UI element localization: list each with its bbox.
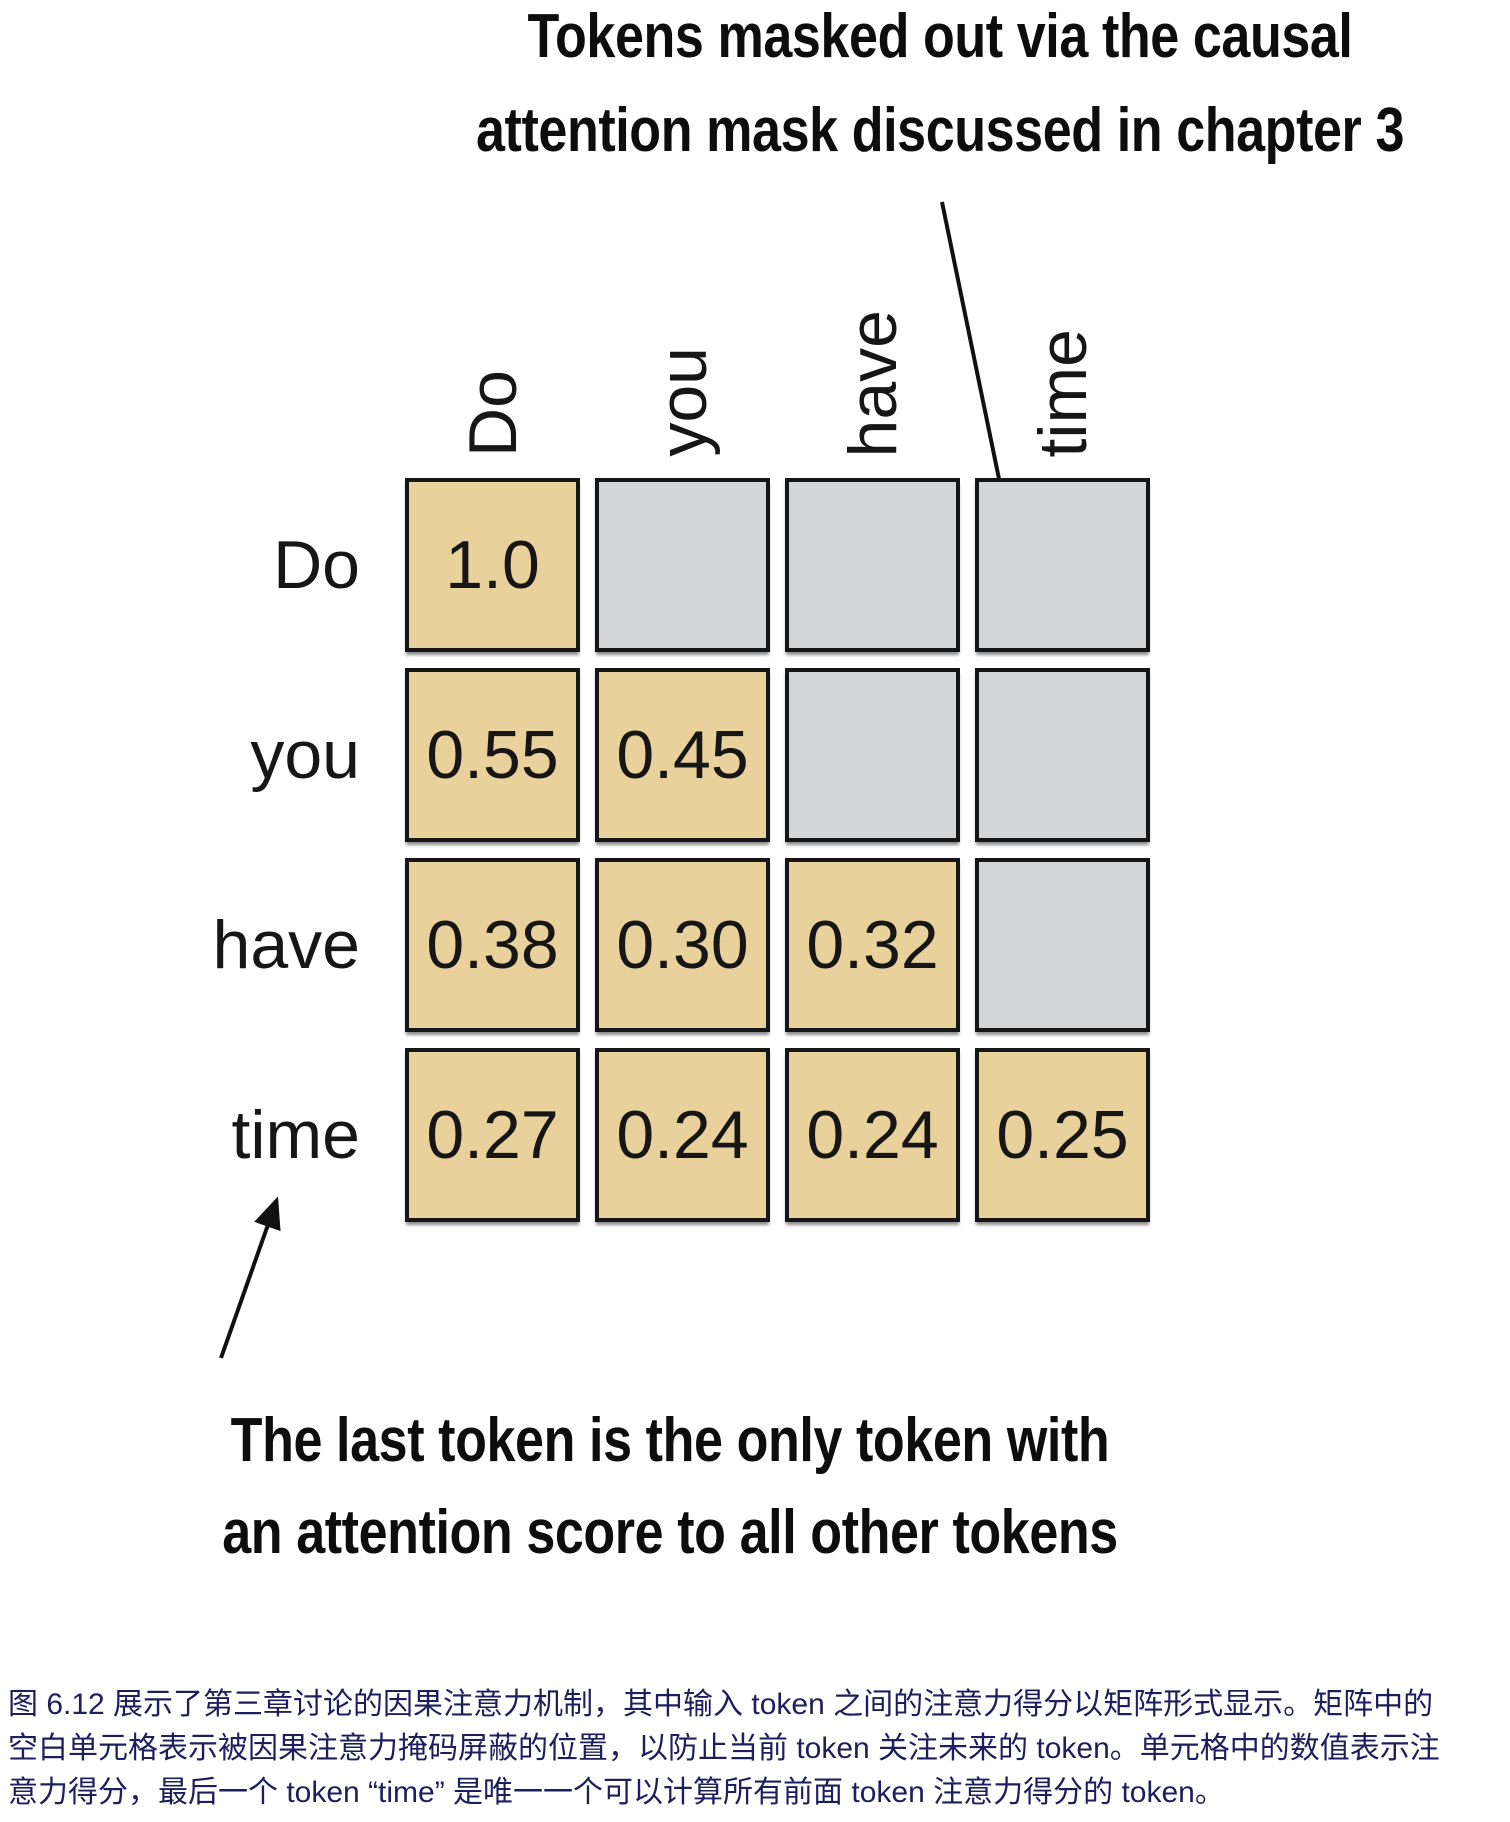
column-header-you: you [644,347,721,457]
row-label-do: Do [273,527,360,603]
bottom-annotation-line: The last token is the only token with [230,1406,1110,1475]
matrix-cell: 0.38 [405,858,580,1032]
matrix-cell-masked [785,668,960,842]
matrix-cell: 0.27 [405,1048,580,1222]
figure-caption: 图 6.12 展示了第三章讨论的因果注意力机制，其中输入 token 之间的注意… [8,1683,1508,1815]
matrix-cell: 0.25 [975,1048,1150,1222]
row-label-have: have [212,907,360,983]
matrix-cell: 0.55 [405,668,580,842]
matrix-cell: 1.0 [405,478,580,652]
column-header-have: have [834,309,911,457]
column-header-time: time [1024,328,1101,457]
causal-mask-arrow-icon [940,201,1014,514]
matrix-cell-masked [785,478,960,652]
bottom-annotation-line: an attention score to all other tokens [222,1498,1118,1567]
matrix-cell-masked [975,858,1150,1032]
matrix-cell: 0.45 [595,668,770,842]
column-header-do: Do [454,370,531,457]
row-label-you: you [250,717,360,793]
matrix-cell: 0.32 [785,858,960,1032]
last-token-arrow-icon [219,1196,281,1359]
caption-line: 图 6.12 展示了第三章讨论的因果注意力机制，其中输入 token 之间的注意… [8,1688,1434,1721]
matrix-cell: 0.24 [595,1048,770,1222]
row-label-time: time [231,1097,360,1173]
top-annotation: Tokens masked out via the causal attenti… [330,0,1510,178]
matrix-cell-masked [975,668,1150,842]
matrix-row-labels: Do you have time [40,478,360,1222]
matrix-cell: 0.30 [595,858,770,1032]
bottom-annotation: The last token is the only token with an… [50,1395,1290,1579]
matrix-column-headers: Do you have time [405,235,1150,457]
matrix-cell: 0.24 [785,1048,960,1222]
caption-line: 空白单元格表示被因果注意力掩码屏蔽的位置，以防止当前 token 关注未来的 t… [8,1732,1440,1765]
matrix-cell-masked [975,478,1150,652]
top-annotation-line: attention mask discussed in chapter 3 [476,96,1404,165]
matrix-cell-masked [595,478,770,652]
attention-score-matrix: 1.0 0.55 0.45 0.38 0.30 0.32 0.27 0.24 0… [405,478,1150,1222]
top-annotation-line: Tokens masked out via the causal [527,2,1353,71]
caption-line: 意力得分，最后一个 token “time” 是唯一一个可以计算所有前面 tok… [8,1776,1225,1809]
